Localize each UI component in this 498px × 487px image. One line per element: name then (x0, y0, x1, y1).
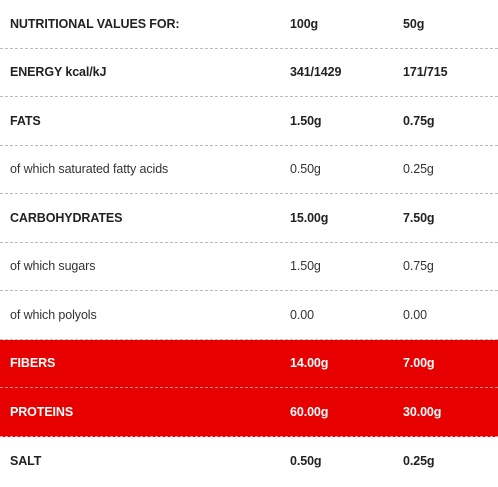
table-row: FATS 1.50g 0.75g (0, 97, 498, 146)
row-value-50g: 171/715 (403, 65, 448, 80)
row-value-100g: 14.00g (290, 356, 329, 371)
table-row: PROTEINS 60.00g 30.00g (0, 388, 498, 437)
row-value-100g: 0.50g (290, 453, 322, 468)
row-label: of which saturated fatty acids (10, 162, 169, 177)
row-label: CARBOHYDRATES (10, 210, 123, 225)
row-value-100g: 1.50g (290, 113, 322, 128)
row-value-50g: 0.00 (403, 307, 427, 322)
row-value-100g: 15.00g (290, 210, 329, 225)
table-row: of which sugars 1.50g 0.75g (0, 243, 498, 291)
row-value-100g: 60.00g (290, 404, 329, 419)
row-value-50g: 7.50g (403, 210, 435, 225)
table-row: ENERGY kcal/kJ 341/1429 171/715 (0, 49, 498, 97)
header-col-50g: 50g (403, 16, 425, 31)
table-row: FIBERS 14.00g 7.00g (0, 339, 498, 388)
table-row: of which polyols 0.00 0.00 (0, 291, 498, 340)
row-value-50g: 30.00g (403, 404, 442, 419)
row-value-50g: 0.75g (403, 113, 435, 128)
table-row: SALT 0.50g 0.25g (0, 437, 498, 486)
row-label: PROTEINS (10, 404, 74, 419)
row-label: FATS (10, 113, 41, 128)
header-label: NUTRITIONAL VALUES FOR: (10, 16, 180, 31)
row-value-50g: 0.75g (403, 259, 434, 274)
row-label: of which polyols (10, 307, 97, 322)
row-value-50g: 0.25g (403, 162, 434, 177)
row-value-100g: 341/1429 (290, 65, 342, 80)
row-value-50g: 0.25g (403, 453, 435, 468)
row-label: of which sugars (10, 259, 96, 274)
row-value-100g: 0.50g (290, 162, 321, 177)
table-row: CARBOHYDRATES 15.00g 7.50g (0, 194, 498, 243)
row-label: FIBERS (10, 356, 56, 371)
row-value-100g: 0.00 (290, 307, 314, 322)
row-label: ENERGY kcal/kJ (10, 65, 107, 80)
header-col-100g: 100g (290, 16, 319, 31)
row-value-50g: 7.00g (403, 356, 435, 371)
row-label: SALT (10, 453, 42, 468)
table-header-row: NUTRITIONAL VALUES FOR: 100g 50g (0, 0, 498, 49)
table-row: of which saturated fatty acids 0.50g 0.2… (0, 146, 498, 194)
row-value-100g: 1.50g (290, 259, 321, 274)
